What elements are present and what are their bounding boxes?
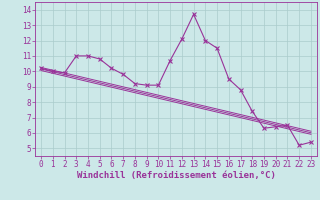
- X-axis label: Windchill (Refroidissement éolien,°C): Windchill (Refroidissement éolien,°C): [76, 171, 276, 180]
